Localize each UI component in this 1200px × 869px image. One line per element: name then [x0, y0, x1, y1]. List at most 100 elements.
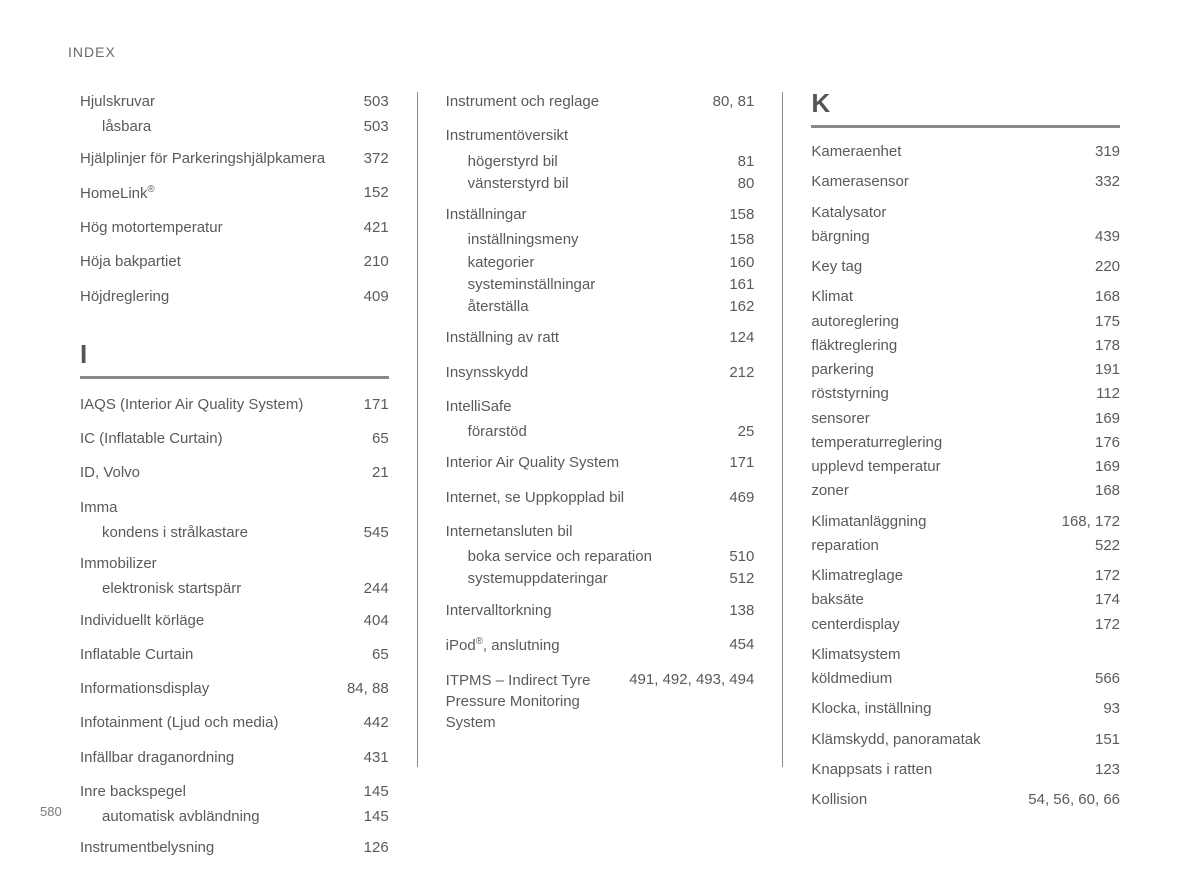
- entry-term: Immobilizer: [80, 554, 389, 574]
- entry-term: Klimatreglage: [811, 566, 1095, 586]
- entry-term: inställningsmeny: [468, 230, 730, 250]
- entry-term: återställa: [468, 297, 730, 317]
- entry-term: Inre backspegel: [80, 782, 364, 802]
- index-entry: Klimat168: [811, 285, 1120, 309]
- index-entry: Insynsskydd212: [446, 359, 755, 387]
- index-entry: boka service och reparation510: [446, 546, 755, 568]
- index-entry: förarstöd25: [446, 421, 755, 443]
- entry-pages: 65: [372, 429, 389, 449]
- index-group: HomeLink®152: [80, 179, 389, 208]
- index-entry: upplevd temperatur169: [811, 455, 1120, 479]
- index-group: IntelliSafeförarstöd25: [446, 393, 755, 444]
- index-entry: systeminställningar161: [446, 274, 755, 296]
- index-entry: Inställning av ratt124: [446, 324, 755, 352]
- entry-term: reparation: [811, 536, 1095, 556]
- entry-term: Internet, se Uppkopplad bil: [446, 488, 730, 508]
- index-entry: Katalysator: [811, 201, 1120, 225]
- index-entry: Instrumentbelysning126: [80, 834, 389, 862]
- index-entry: reparation522: [811, 534, 1120, 558]
- index-entry: Key tag220: [811, 255, 1120, 279]
- entry-term: Höja bakpartiet: [80, 252, 364, 272]
- section-letter-K: K: [811, 88, 1120, 119]
- index-group: Klimatsystemköldmedium566: [811, 643, 1120, 692]
- entry-term: Klocka, inställning: [811, 699, 1103, 719]
- index-entry: vänsterstyrd bil80: [446, 173, 755, 195]
- index-entry: kategorier160: [446, 252, 755, 274]
- entry-pages: 158: [729, 230, 754, 250]
- entry-pages: 431: [364, 748, 389, 768]
- entry-pages: 319: [1095, 142, 1120, 162]
- entry-pages: 151: [1095, 730, 1120, 750]
- index-group: IAQS (Interior Air Quality System)171: [80, 391, 389, 419]
- entry-pages: 160: [729, 253, 754, 273]
- index-group: ID, Volvo21: [80, 459, 389, 487]
- index-group: ITPMS – Indirect Tyre Pressure Monitorin…: [446, 666, 755, 737]
- index-entry: IntelliSafe: [446, 393, 755, 421]
- index-entry: baksäte174: [811, 588, 1120, 612]
- entry-pages: 566: [1095, 669, 1120, 689]
- entry-pages: 409: [364, 287, 389, 307]
- entry-pages: 126: [364, 838, 389, 858]
- index-entry: ID, Volvo21: [80, 459, 389, 487]
- index-group: Instrument och reglage80, 81: [446, 88, 755, 116]
- index-group: Hjulskruvar503låsbara503: [80, 88, 389, 139]
- entry-term: zoner: [811, 481, 1095, 501]
- index-group: Klimat168autoreglering175fläktreglering 1…: [811, 285, 1120, 503]
- entry-term: Kollision: [811, 790, 1028, 810]
- entry-term: Informationsdisplay: [80, 679, 347, 699]
- entry-pages: 25: [738, 422, 755, 442]
- entry-term: ID, Volvo: [80, 463, 372, 483]
- index-entry: Individuellt körläge404: [80, 607, 389, 635]
- entry-term: parkering: [811, 360, 1095, 380]
- entry-term: Inställning av ratt: [446, 328, 730, 348]
- index-group: Internetansluten bilboka service och rep…: [446, 518, 755, 591]
- index-entry: elektronisk startspärr244: [80, 578, 389, 600]
- index-entry: autoreglering175: [811, 310, 1120, 334]
- index-group: Inställningar158inställningsmeny158kateg…: [446, 201, 755, 318]
- index-entry: Interior Air Quality System171: [446, 449, 755, 477]
- entry-pages: 161: [729, 275, 754, 295]
- index-entry: Internet, se Uppkopplad bil469: [446, 484, 755, 512]
- index-entry: IC (Inflatable Curtain)65: [80, 425, 389, 453]
- entry-pages: 65: [372, 645, 389, 665]
- index-group: Immakondens i strålkastare545: [80, 494, 389, 545]
- index-group: Informationsdisplay84, 88: [80, 675, 389, 703]
- entry-pages: 158: [729, 205, 754, 225]
- entry-term: temperaturreglering: [811, 433, 1095, 453]
- entry-pages: 172: [1095, 566, 1120, 586]
- entry-pages: 372: [364, 149, 389, 169]
- index-entry: automatisk avbländning145: [80, 806, 389, 828]
- entry-term: centerdisplay: [811, 615, 1095, 635]
- index-group: Höjdreglering409: [80, 283, 389, 311]
- entry-term: Instrumentbelysning: [80, 838, 364, 858]
- section-rule: [811, 125, 1120, 128]
- entry-term: Klimat: [811, 287, 1095, 307]
- entry-term: Intervalltorkning: [446, 601, 730, 621]
- index-entry: Informationsdisplay84, 88: [80, 675, 389, 703]
- entry-term: fläktreglering: [811, 336, 1095, 356]
- entry-term: Instrumentöversikt: [446, 126, 755, 146]
- entry-term: bärgning: [811, 227, 1095, 247]
- entry-term: Insynsskydd: [446, 363, 730, 383]
- entry-pages: 404: [364, 611, 389, 631]
- index-group: Immobilizer elektronisk startspärr244: [80, 550, 389, 601]
- entry-pages: 210: [364, 252, 389, 272]
- entry-term: Interior Air Quality System: [446, 453, 730, 473]
- entry-pages: 522: [1095, 536, 1120, 556]
- index-group: Klimatreglage172baksäte174centerdisplay1…: [811, 564, 1120, 637]
- entry-term: Hög motortemperatur: [80, 218, 364, 238]
- index-group: Klimatanläggning168, 172reparation522: [811, 510, 1120, 559]
- index-entry: sensorer169: [811, 407, 1120, 431]
- entry-term: automatisk avbländning: [102, 807, 364, 827]
- entry-pages: 176: [1095, 433, 1120, 453]
- index-entry: Intervalltorkning138: [446, 597, 755, 625]
- index-group: Interior Air Quality System171: [446, 449, 755, 477]
- index-group: Internet, se Uppkopplad bil469: [446, 484, 755, 512]
- entry-pages: 168, 172: [1062, 512, 1120, 532]
- entry-pages: 171: [364, 395, 389, 415]
- index-group: Intervalltorkning138: [446, 597, 755, 625]
- index-entry: Klocka, inställning93: [811, 697, 1120, 721]
- index-group: Hög motortemperatur421: [80, 214, 389, 242]
- index-group: Individuellt körläge404: [80, 607, 389, 635]
- index-entry: HomeLink®152: [80, 179, 389, 208]
